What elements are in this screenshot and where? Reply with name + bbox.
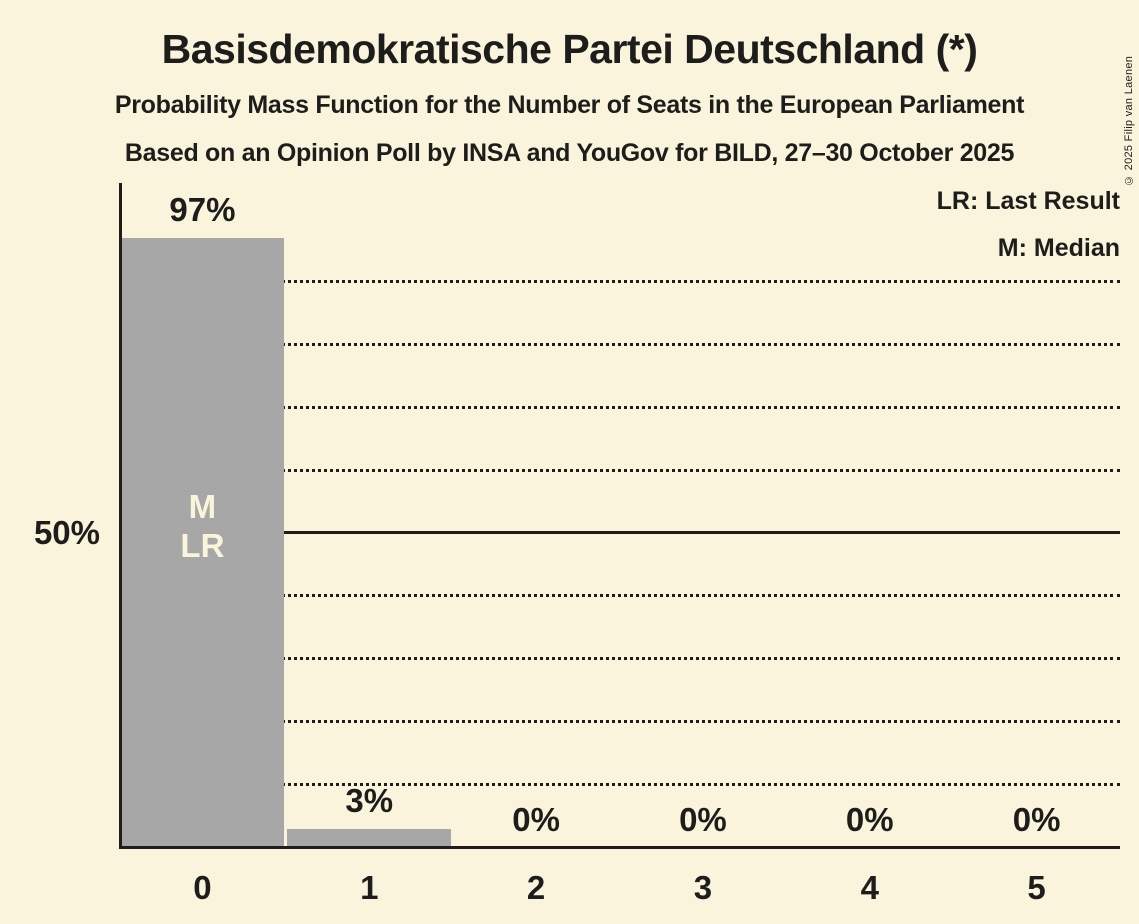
- y-axis-line: [119, 183, 122, 848]
- x-tick-3: 3: [693, 869, 713, 906]
- gridline-40pct: [119, 594, 1120, 598]
- chart-source-line: Based on an Opinion Poll by INSA and You…: [124, 139, 1015, 167]
- y-axis-50-label: 50%: [33, 514, 100, 551]
- page-title: Basisdemokratische Partei Deutschland (*…: [161, 26, 978, 72]
- median-last-result-marker: M LR: [121, 487, 285, 565]
- gridline-20pct: [119, 720, 1120, 724]
- legend-last-result: LR: Last Result: [936, 187, 1120, 215]
- gridline-70pct: [119, 405, 1120, 409]
- x-tick-0: 0: [193, 869, 212, 906]
- bar-value-label-1: 3%: [345, 782, 394, 820]
- gridline-80pct: [119, 342, 1120, 346]
- x-tick-4: 4: [860, 869, 879, 906]
- gridline-30pct: [119, 657, 1120, 661]
- x-tick-5: 5: [1027, 869, 1046, 906]
- legend: LR: Last Result M: Median: [937, 178, 1120, 272]
- x-tick-2: 2: [526, 869, 546, 906]
- copyright-notice: © 2025 Filip van Laenen: [1123, 55, 1135, 186]
- legend-median: M: Median: [997, 234, 1120, 262]
- chart-subtitle: Probability Mass Function for the Number…: [114, 91, 1025, 119]
- gridline-90pct: [119, 279, 1120, 283]
- plot-area: 97% 3% 0% 0% 0% 0% M LR: [119, 183, 1120, 849]
- bar-value-label-0: 97%: [169, 190, 236, 228]
- gridline-50pct-solid: [119, 531, 1120, 535]
- x-tick-1: 1: [360, 869, 379, 906]
- bar-value-label-3: 0%: [679, 801, 727, 838]
- bar-value-label-5: 0%: [1012, 801, 1061, 838]
- bar-1: [287, 829, 452, 848]
- gridline-10pct: [119, 783, 1120, 787]
- bar-0: [120, 237, 285, 848]
- median-marker-label: M: [188, 488, 217, 526]
- bar-value-label-2: 0%: [512, 801, 560, 838]
- last-result-marker-label: LR: [180, 527, 225, 565]
- x-axis-line: [119, 846, 1120, 849]
- bar-value-label-4: 0%: [845, 801, 894, 838]
- gridline-60pct: [119, 468, 1120, 472]
